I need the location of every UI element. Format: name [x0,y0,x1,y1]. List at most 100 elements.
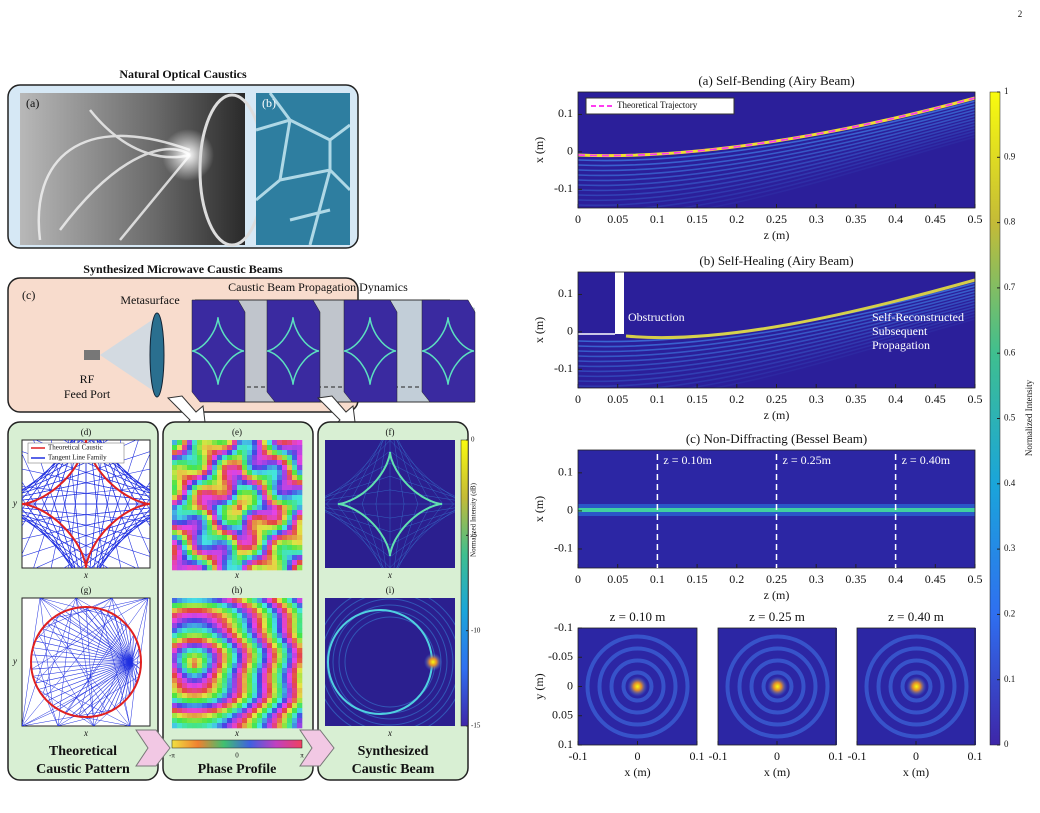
phase-cell [197,515,203,521]
phase-cell [202,703,208,709]
phase-cell [297,445,303,451]
phase-cell [192,480,198,486]
phase-cell [267,550,273,556]
phase-cell [272,683,278,689]
phase-cell [177,455,183,461]
phase-cell [232,603,238,609]
phase-cell [267,500,273,506]
phase-cell [272,540,278,546]
phase-cell [242,668,248,674]
tangent-line [22,481,73,568]
ray [396,503,444,568]
phase-cell [287,608,293,614]
x-tick-label: 0.35 [845,392,866,406]
phase-cell [217,613,223,619]
phase-cell [262,540,268,546]
phase-cell [292,628,298,634]
phase-cell [212,545,218,551]
phase-cell [227,653,233,659]
section-title: Natural Optical Caustics [119,67,247,81]
phase-cell [272,450,278,456]
phase-cell [202,683,208,689]
phase-cell [187,673,193,679]
y-tick-label: 0 [567,144,573,158]
ray [325,509,391,558]
phase-cell [272,708,278,714]
phase-cell [192,698,198,704]
phase-cell [292,540,298,546]
phase-cell [177,530,183,536]
phase-cell [292,693,298,699]
phase-cell [257,658,263,664]
phase-cell [297,633,303,639]
phase-cell [257,703,263,709]
caustic [343,317,396,385]
phase-cell [282,693,288,699]
phase-cell [182,633,188,639]
phase-cell [242,505,248,511]
phase-cell [202,718,208,724]
phase-cell [272,490,278,496]
phase-cell [212,613,218,619]
tangent-line [22,443,87,491]
phase-cell [247,643,253,649]
phase-cell [177,535,183,541]
phase-cell [172,708,178,714]
phase-cell [187,500,193,506]
fringe [578,103,975,167]
phase-cell [257,708,263,714]
phase-cell [252,545,258,551]
colorbar-label: Normalized Intensity [1024,379,1034,456]
phase-cell [262,673,268,679]
phase-cell [277,658,283,664]
phase-cell [172,495,178,501]
phase-cell [282,470,288,476]
phase-cell [217,540,223,546]
phase-cell [182,613,188,619]
phase-cell [287,460,293,466]
phase-cell [242,480,248,486]
x-tick-label: -0.1 [848,749,867,763]
phase-cell [292,470,298,476]
phase-cell [227,470,233,476]
phase-cell [202,480,208,486]
phase-cell [242,475,248,481]
edge-line [32,647,59,726]
phase-cell [252,555,258,561]
panel-label: (f) [386,427,395,437]
phase-cell [282,450,288,456]
fringe [578,300,975,373]
phase-cell [182,668,188,674]
phase-cell [197,480,203,486]
phase-cell [287,500,293,506]
phase-cell [282,688,288,694]
phase-cell [252,470,258,476]
phase-cell [297,475,303,481]
phase-cell [292,698,298,704]
edge-line [38,634,95,726]
phase-cell [282,490,288,496]
phase-cell [292,663,298,669]
edge-line [22,661,32,726]
colorbar-tick-label: -10 [471,626,481,634]
phase-cell [227,698,233,704]
phase-cell [182,723,188,729]
x-tick-label: 0 [635,749,641,763]
phase-cell [292,565,298,571]
x-tick-label: 0.3 [809,212,824,226]
phase-cell [252,520,258,526]
chord [38,634,133,663]
phase-cell [177,653,183,659]
phase-cell [282,445,288,451]
phase-cell [192,638,198,644]
phase-cell [222,550,228,556]
x-tick-label: 0.15 [687,392,708,406]
phase-cell [252,550,258,556]
phase-cell [267,555,273,561]
phase-cell [287,693,293,699]
phase-cell [247,713,253,719]
tangent-line [85,517,150,565]
phase-cell [262,698,268,704]
phase-cell [232,455,238,461]
phase-cell [222,688,228,694]
